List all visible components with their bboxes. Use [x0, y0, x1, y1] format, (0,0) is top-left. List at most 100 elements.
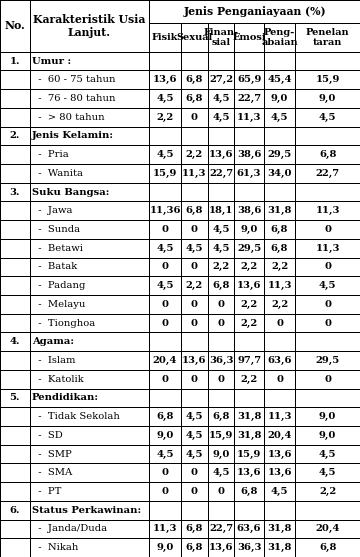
Bar — [234, 52, 264, 70]
Bar — [208, 426, 234, 444]
Text: 4,5: 4,5 — [319, 281, 336, 290]
Bar — [295, 351, 360, 370]
Bar — [181, 276, 208, 295]
Bar — [295, 183, 360, 202]
Text: 45,4: 45,4 — [267, 75, 292, 84]
Text: Emosi: Emosi — [232, 33, 266, 42]
Text: 6,8: 6,8 — [186, 94, 203, 103]
Text: -  Sunda: - Sunda — [32, 225, 80, 234]
Text: Jenis Penganiayaan (%): Jenis Penganiayaan (%) — [183, 6, 326, 17]
Text: 4,5: 4,5 — [212, 94, 230, 103]
Text: 13,6: 13,6 — [153, 75, 177, 84]
Bar — [30, 426, 149, 444]
Bar — [0, 164, 30, 183]
Bar — [149, 314, 181, 333]
Bar — [30, 239, 149, 257]
Text: 22,7: 22,7 — [237, 94, 261, 103]
Bar — [181, 501, 208, 520]
Text: 4,5: 4,5 — [156, 94, 174, 103]
Text: 0: 0 — [162, 225, 168, 234]
Text: 18,1: 18,1 — [209, 206, 233, 216]
Bar — [181, 145, 208, 164]
Bar — [30, 52, 149, 70]
Bar — [30, 389, 149, 407]
Text: 9,0: 9,0 — [319, 431, 336, 440]
Bar — [0, 538, 30, 557]
Bar — [208, 389, 234, 407]
Bar — [208, 70, 234, 89]
Text: 31,8: 31,8 — [267, 206, 292, 216]
Bar — [264, 333, 295, 351]
Text: 38,6: 38,6 — [237, 150, 261, 159]
Bar — [234, 220, 264, 239]
Text: 0: 0 — [218, 300, 225, 309]
Bar — [149, 239, 181, 257]
Text: 61,3: 61,3 — [237, 169, 261, 178]
Text: 0: 0 — [324, 300, 331, 309]
Bar — [234, 126, 264, 145]
Bar — [30, 407, 149, 426]
Text: -  Tionghoa: - Tionghoa — [32, 319, 95, 328]
Bar — [208, 444, 234, 463]
Bar — [149, 333, 181, 351]
Bar — [0, 220, 30, 239]
Text: 9,0: 9,0 — [240, 225, 258, 234]
Text: Sexual: Sexual — [176, 33, 212, 42]
Bar — [30, 520, 149, 538]
Bar — [295, 370, 360, 389]
Bar — [149, 89, 181, 108]
Bar — [208, 89, 234, 108]
Bar — [264, 407, 295, 426]
Bar — [30, 314, 149, 333]
Bar — [149, 426, 181, 444]
Text: 4,5: 4,5 — [186, 412, 203, 421]
Bar — [295, 389, 360, 407]
Bar — [0, 501, 30, 520]
Bar — [149, 407, 181, 426]
Bar — [0, 333, 30, 351]
Bar — [295, 239, 360, 257]
Bar — [181, 70, 208, 89]
Bar — [234, 239, 264, 257]
Text: 2,2: 2,2 — [240, 375, 258, 384]
Text: 6,8: 6,8 — [319, 543, 336, 552]
Bar — [149, 126, 181, 145]
Bar — [264, 257, 295, 276]
Bar — [181, 463, 208, 482]
Text: 0: 0 — [218, 319, 225, 328]
Bar — [264, 463, 295, 482]
Bar — [30, 202, 149, 220]
Text: 9,0: 9,0 — [212, 449, 230, 458]
Text: -  Wanita: - Wanita — [32, 169, 83, 178]
Text: 2,2: 2,2 — [240, 300, 258, 309]
Text: 31,8: 31,8 — [267, 525, 292, 534]
Text: 4,5: 4,5 — [271, 487, 288, 496]
Text: -  Betawi: - Betawi — [32, 244, 83, 253]
Text: 13,6: 13,6 — [209, 543, 234, 552]
Text: 6,8: 6,8 — [271, 244, 288, 253]
Bar — [181, 389, 208, 407]
Bar — [234, 314, 264, 333]
Text: 0: 0 — [324, 375, 331, 384]
Bar — [234, 520, 264, 538]
Bar — [264, 70, 295, 89]
Bar — [149, 108, 181, 126]
Bar — [264, 239, 295, 257]
Bar — [181, 202, 208, 220]
Bar — [234, 202, 264, 220]
Bar — [149, 463, 181, 482]
Text: 0: 0 — [162, 468, 168, 477]
Text: 4,5: 4,5 — [212, 225, 230, 234]
Bar — [30, 257, 149, 276]
Text: 6,8: 6,8 — [186, 543, 203, 552]
Bar — [264, 520, 295, 538]
Text: 4,5: 4,5 — [212, 113, 230, 122]
Text: 0: 0 — [162, 319, 168, 328]
Text: 6,8: 6,8 — [212, 412, 230, 421]
Text: 15,9: 15,9 — [209, 431, 233, 440]
Text: 4,5: 4,5 — [156, 449, 174, 458]
Text: 2,2: 2,2 — [186, 281, 203, 290]
Bar — [181, 23, 208, 52]
Text: 2,2: 2,2 — [157, 113, 174, 122]
Bar — [295, 426, 360, 444]
